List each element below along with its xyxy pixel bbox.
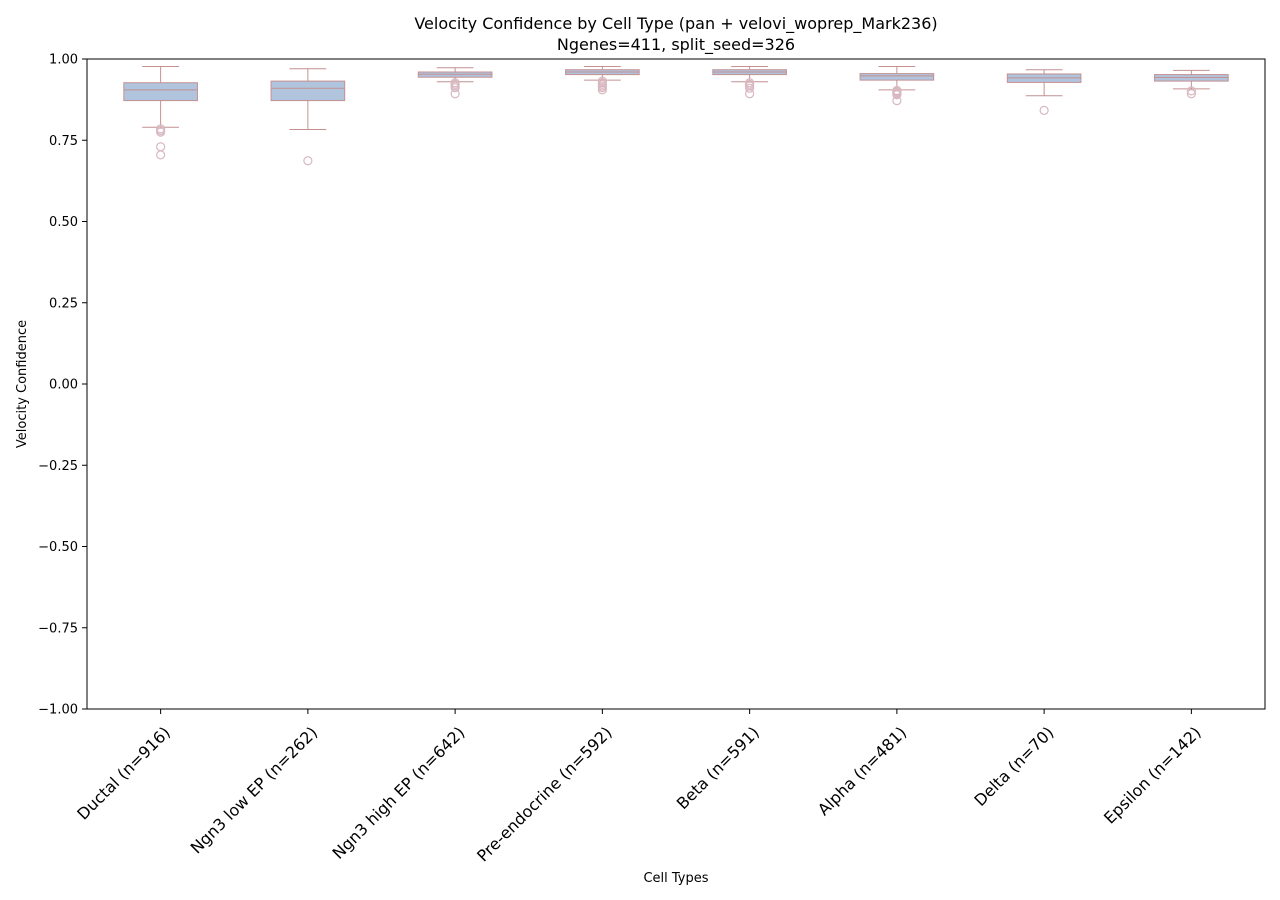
- y-tick-label: 0.00: [49, 378, 78, 393]
- outlier-point: [1186, 86, 1196, 96]
- outlier-point: [892, 90, 902, 100]
- plot-area: Ductal (n=916) Ngn3 low EP (n=262) Ngn3 hi…: [38, 53, 1266, 866]
- box-group: [1006, 69, 1082, 115]
- box-group: [123, 65, 198, 160]
- outlier-point: [303, 156, 313, 166]
- box-group: [859, 65, 935, 106]
- x-tick-label: Pre-endocrine (n=592): [473, 723, 616, 866]
- outlier-point: [597, 85, 607, 95]
- box: [859, 73, 935, 81]
- box-group: [565, 65, 640, 95]
- outlier-point: [450, 89, 460, 99]
- y-axis-label: Velocity Confidence: [15, 320, 30, 448]
- outlier-point: [892, 95, 902, 106]
- box: [270, 80, 346, 102]
- box: [123, 82, 198, 102]
- outlier-point: [597, 82, 607, 93]
- x-tick-label: Alpha (n=481): [814, 723, 910, 819]
- x-tick-label: Ngn3 low EP (n=262): [187, 723, 322, 858]
- outlier-point: [1186, 89, 1196, 99]
- y-tick-label: −1.00: [38, 703, 78, 718]
- y-tick-label: −0.75: [38, 621, 78, 636]
- x-tick-label: Delta (n=70): [970, 723, 1057, 810]
- outlier-point: [450, 82, 460, 93]
- outlier-point: [745, 89, 755, 99]
- y-tick-label: 0.25: [49, 296, 78, 311]
- y-tick-label: 0.75: [49, 134, 78, 149]
- outlier-point: [156, 142, 166, 152]
- y-tick-label: −0.50: [38, 540, 78, 555]
- outlier-point: [156, 127, 166, 137]
- x-axis-label: Cell Types: [643, 871, 708, 886]
- chart-title-line1: Velocity Confidence by Cell Type (pan + …: [414, 14, 937, 34]
- y-tick-label: 1.00: [49, 53, 78, 68]
- x-tick-label: Ngn3 high EP (n=642): [328, 723, 468, 863]
- chart-title-line2: Ngenes=411, split_seed=326: [557, 35, 795, 55]
- box-group: [417, 67, 493, 99]
- outlier-point: [1039, 105, 1049, 115]
- box-group: [1154, 69, 1229, 99]
- x-tick-label: Ductal (n=916): [73, 723, 174, 824]
- box-group: [270, 68, 346, 166]
- y-tick-label: −0.25: [38, 459, 78, 474]
- x-tick-label: Beta (n=591): [673, 723, 763, 813]
- outlier-point: [745, 83, 755, 93]
- x-tick-label: Epsilon (n=142): [1100, 723, 1205, 828]
- outlier-point: [156, 150, 166, 160]
- box-group: [712, 65, 787, 99]
- plot-frame: [86, 58, 1266, 710]
- y-tick-label: 0.50: [49, 215, 78, 230]
